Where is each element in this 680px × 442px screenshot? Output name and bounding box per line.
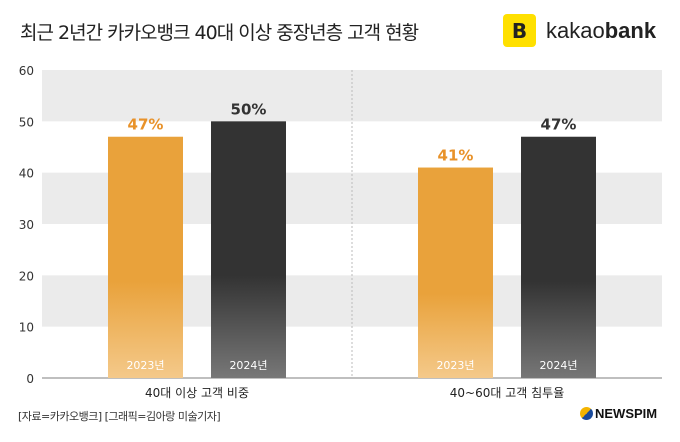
chart-title: 최근 2년간 카카오뱅크 40대 이상 중장년층 고객 현황 (20, 22, 419, 44)
data-label: 47% (128, 116, 164, 134)
y-tick-label: 50 (19, 115, 34, 129)
y-tick-label: 0 (26, 372, 34, 386)
source-note: [자료=카카오뱅크] [그래픽=김아랑 미술기자] (18, 410, 221, 423)
bar-series-label: 2023년 (126, 359, 164, 372)
x-category-label: 40~60대 고객 침투율 (450, 386, 564, 400)
newspim-logo: NEWSPIM (580, 406, 657, 421)
y-tick-label: 60 (19, 64, 34, 78)
bar (211, 121, 286, 378)
x-category-label: 40대 이상 고객 비중 (145, 386, 249, 400)
kakaobank-logo: B kakaobank (503, 14, 656, 47)
bar-series-label: 2024년 (539, 359, 577, 372)
logo-text-bold: bank (604, 17, 657, 43)
y-tick-label: 20 (19, 269, 34, 283)
data-label: 41% (438, 147, 474, 165)
bar-series-label: 2023년 (436, 359, 474, 372)
bar (418, 167, 493, 378)
bar (108, 136, 183, 378)
data-label: 47% (541, 116, 577, 134)
y-tick-label: 10 (19, 321, 34, 335)
y-tick-label: 40 (19, 167, 34, 181)
bar-series-label: 2024년 (229, 359, 267, 372)
logo-mark: B (503, 14, 536, 47)
newspim-icon (580, 407, 593, 420)
logo-text-light: kakao (546, 17, 605, 43)
data-label: 50% (231, 100, 267, 118)
publisher-name: NEWSPIM (595, 406, 658, 421)
bar (521, 136, 596, 378)
y-tick-label: 30 (19, 218, 34, 232)
